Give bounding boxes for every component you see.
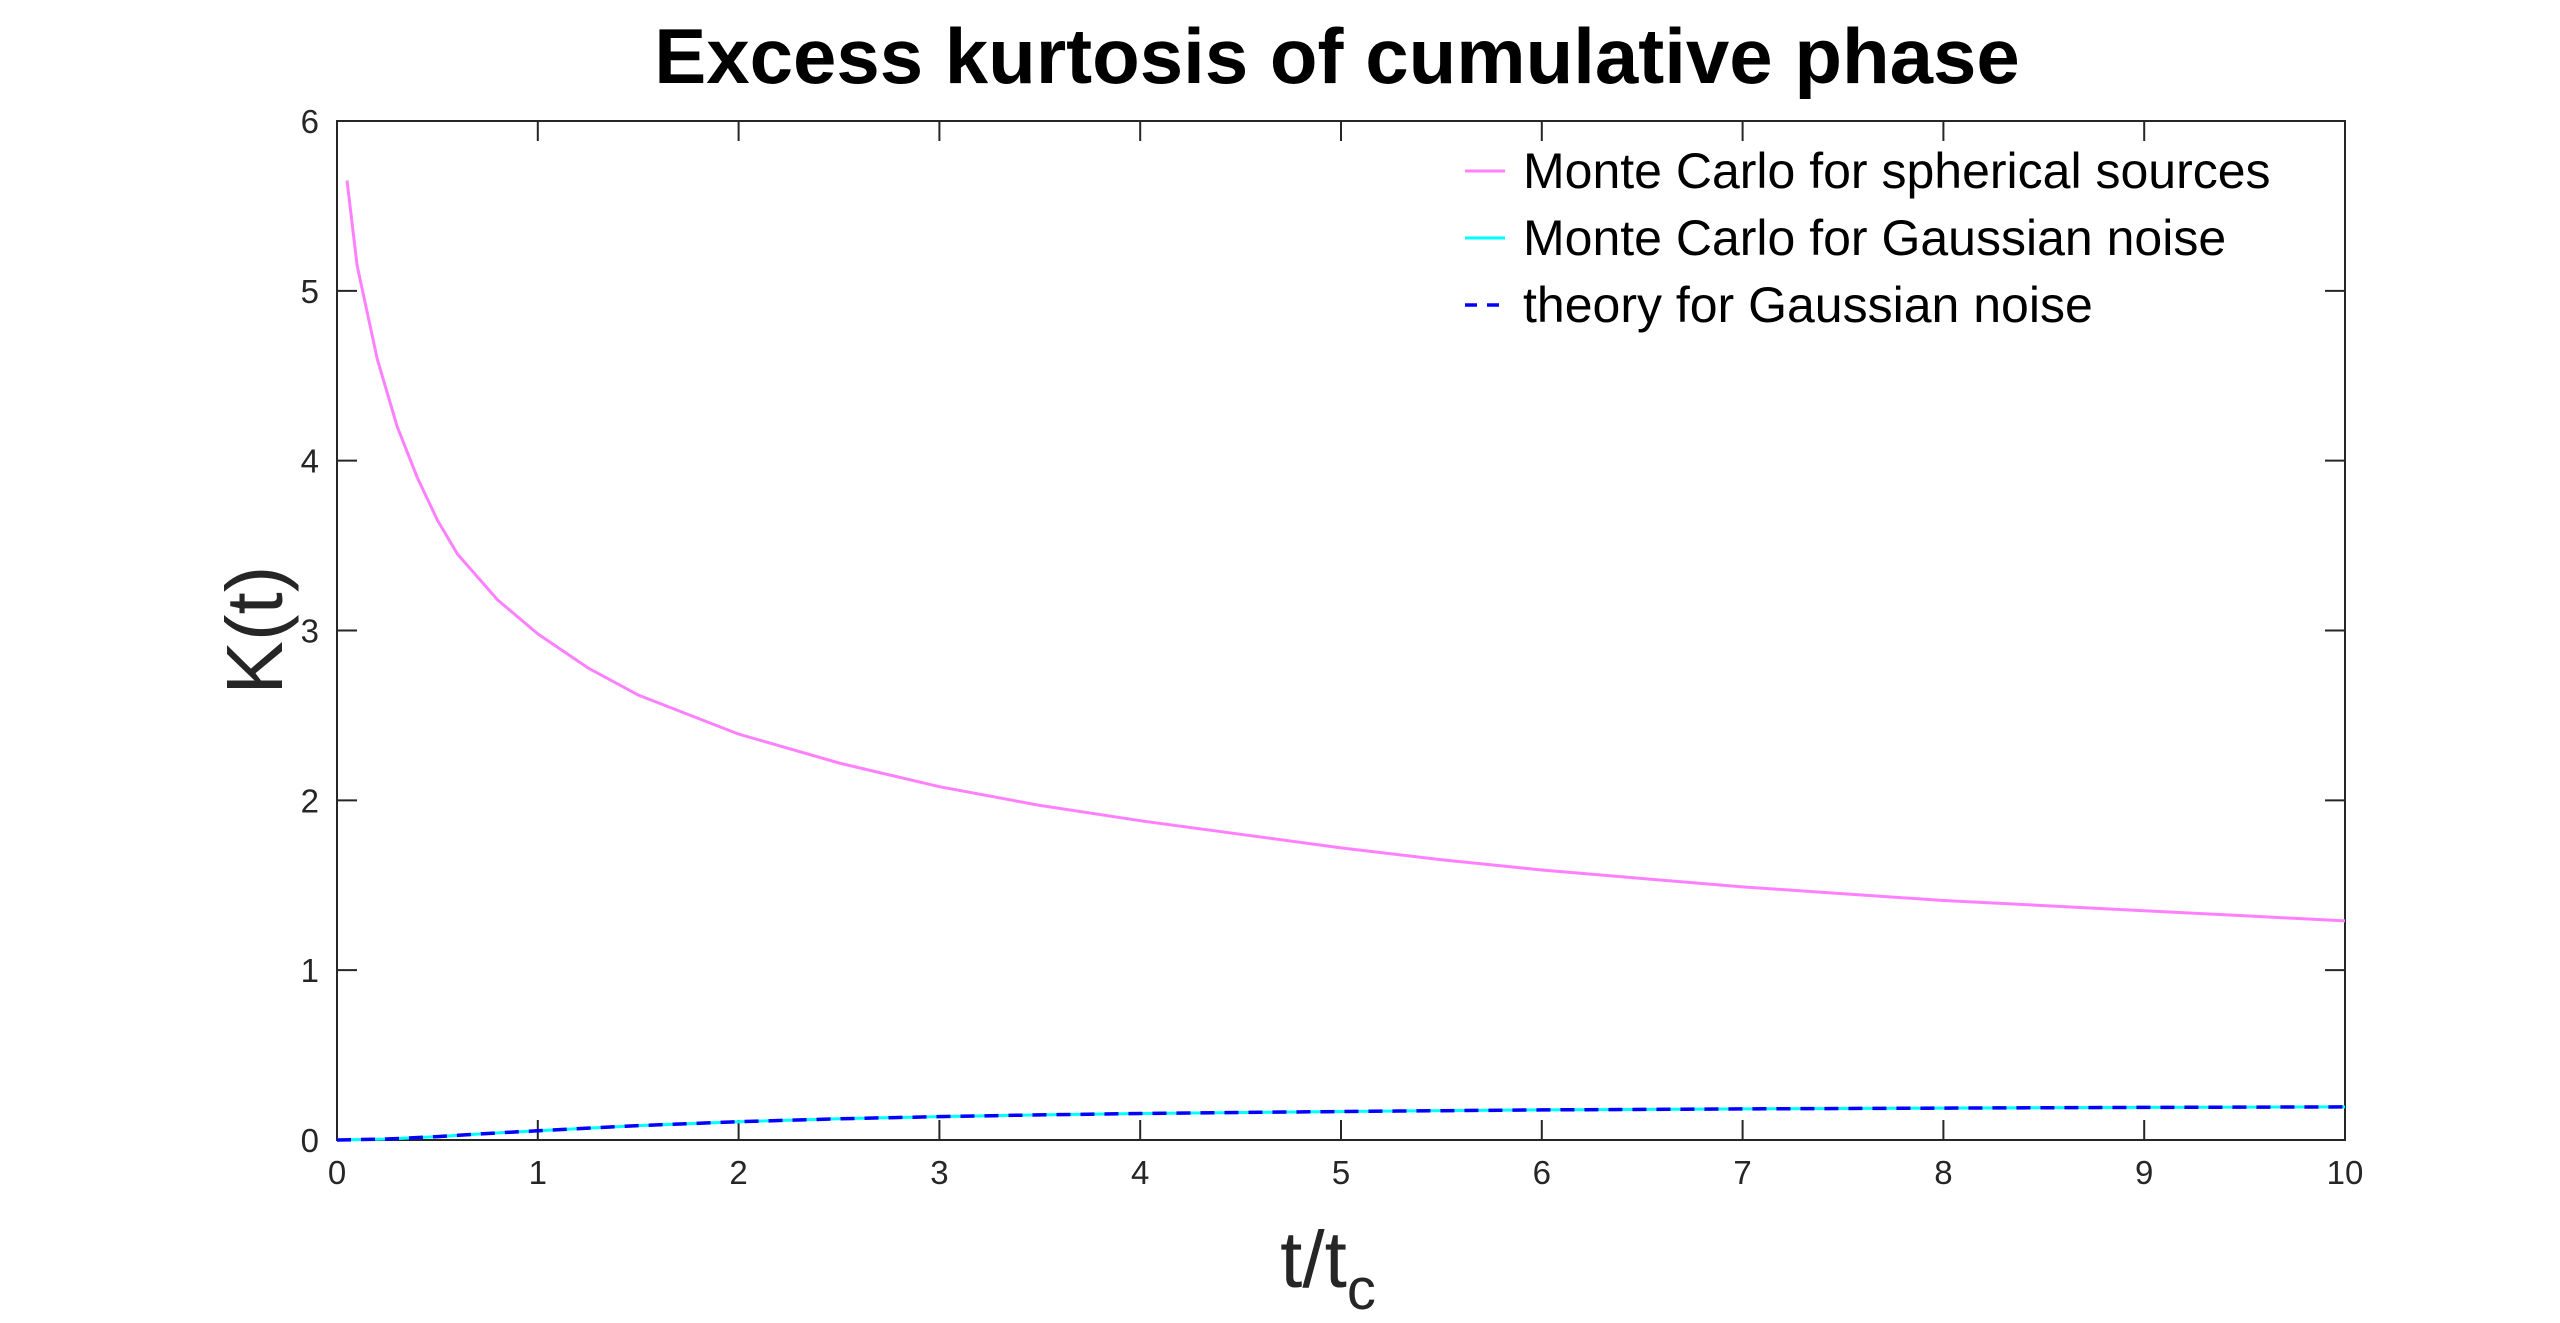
x-tick-label: 2 [729,1154,747,1191]
series-line-spherical-sources [345,180,2346,923]
x-tick-label: 7 [1733,1154,1751,1191]
y-tick-label: 5 [301,273,319,310]
y-tick-label: 0 [301,1122,319,1159]
chart-title: Excess kurtosis of cumulative phase [654,12,2020,100]
x-axis-label-subscript: c [1347,1257,1376,1322]
x-tick-label: 0 [328,1154,346,1191]
x-tick-label: 4 [1131,1154,1149,1191]
x-axis-label-main: t/t [1280,1215,1347,1304]
legend-entry: theory for Gaussian noise [1523,277,2093,333]
x-tick-label: 1 [529,1154,547,1191]
y-tick-label: 3 [301,613,319,650]
y-tick-label: 1 [301,952,319,989]
axis-ticks: 0 1 2 3 4 5 6 7 8 9 10 0 1 2 3 4 5 6 [301,103,2364,1191]
plot-frame [336,120,2346,1141]
x-tick-label: 3 [930,1154,948,1191]
series-line-theory-gaussian [336,1105,2346,1142]
x-tick-label: 10 [2327,1154,2364,1191]
x-tick-label: 6 [1533,1154,1551,1191]
y-axis-label: K(t) [210,566,299,695]
legend-entry: Monte Carlo for spherical sources [1523,143,2271,199]
x-tick-label: 5 [1332,1154,1350,1191]
x-axis-label: t/tc [1280,1215,1376,1322]
series-layer [336,180,2346,1142]
y-tick-label: 4 [301,443,319,480]
x-tick-label: 9 [2135,1154,2153,1191]
legend-entry: Monte Carlo for Gaussian noise [1523,210,2226,266]
y-tick-label: 6 [301,103,319,140]
y-tick-label: 2 [301,782,319,819]
legend: Monte Carlo for spherical sources Monte C… [1465,143,2271,333]
x-tick-label: 8 [1934,1154,1952,1191]
